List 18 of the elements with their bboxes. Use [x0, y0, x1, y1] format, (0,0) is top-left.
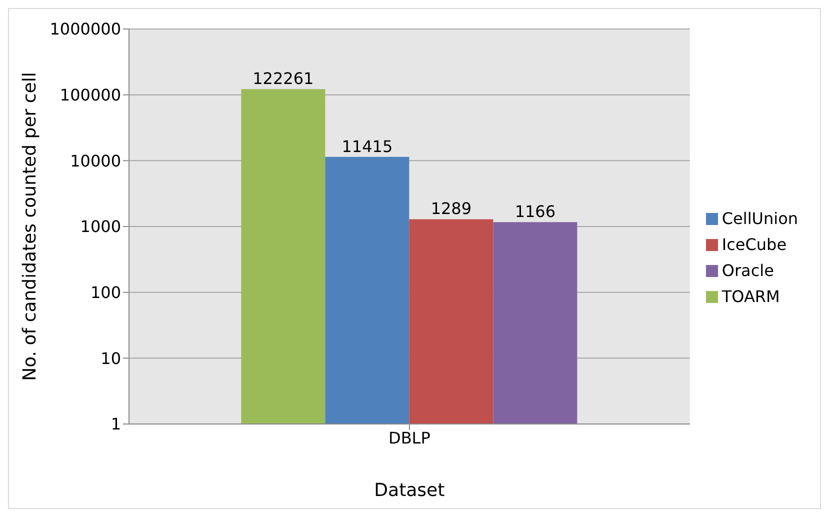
y-tick-label: 1000000 [50, 20, 121, 39]
legend-label: CellUnion [722, 208, 798, 228]
y-tick-label: 1000 [80, 217, 121, 236]
data-label: 122261 [252, 69, 314, 88]
y-axis-title: No. of candidates counted per cell [19, 72, 40, 381]
y-tick-label: 100000 [60, 86, 121, 105]
y-tick-label: 10 [100, 348, 121, 368]
y-tick-label: 10000 [70, 151, 121, 170]
legend-label: TOARM [722, 286, 780, 306]
data-label: 1289 [430, 199, 472, 218]
data-label: 11415 [342, 136, 393, 156]
y-tick-label: 1 [110, 414, 121, 434]
legend-label: Oracle [722, 260, 774, 280]
x-axis-title: Dataset [374, 480, 445, 501]
legend-label: IceCube [722, 234, 787, 254]
y-tick-label: 100 [90, 283, 121, 302]
x-tick-label: DBLP [388, 428, 431, 448]
data-label: 1166 [514, 202, 556, 222]
